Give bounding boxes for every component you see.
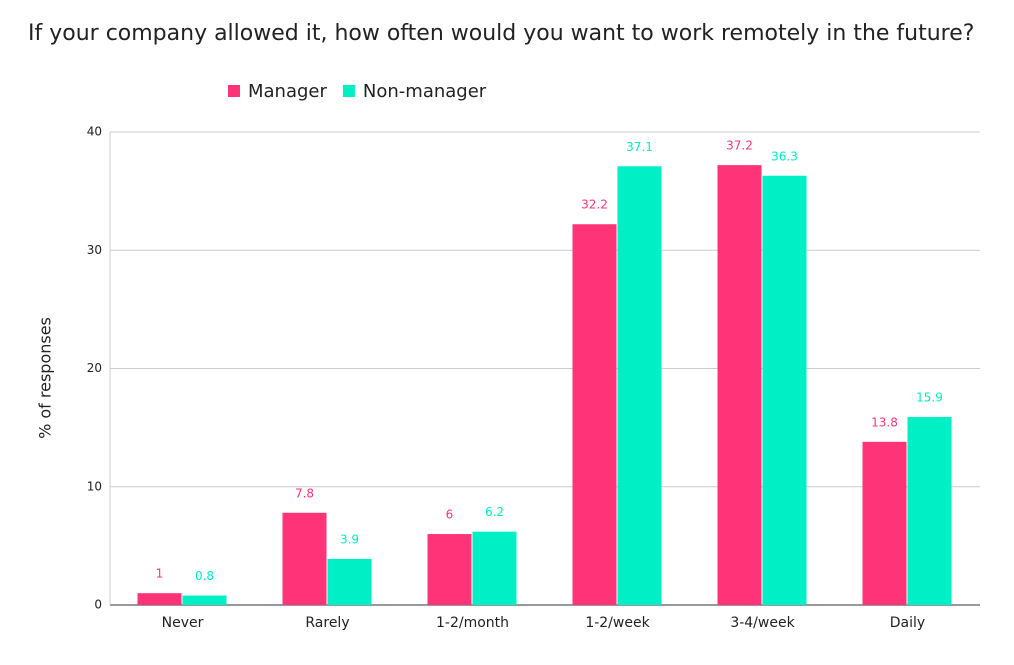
bar	[572, 224, 617, 606]
x-tick-label: Rarely	[305, 615, 349, 631]
data-label: 3.9	[340, 532, 359, 546]
data-label: 37.2	[726, 139, 753, 153]
data-label: 7.8	[295, 486, 314, 500]
data-label: 0.8	[195, 569, 214, 583]
chart-title: If your company allowed it, how often wo…	[28, 21, 974, 46]
x-tick-label: 3-4/week	[730, 615, 795, 631]
bar	[182, 595, 227, 605]
y-tick-label: 30	[87, 243, 102, 257]
x-tick-label: 1-2/month	[436, 615, 509, 631]
bar	[717, 165, 762, 606]
data-label: 37.1	[626, 140, 653, 154]
bar	[762, 175, 807, 605]
legend-label: Manager	[248, 81, 327, 102]
bar	[327, 558, 372, 605]
x-tick-label: Never	[162, 615, 204, 631]
data-label: 1	[156, 567, 164, 581]
data-label: 13.8	[871, 415, 898, 429]
data-label: 36.3	[771, 149, 798, 163]
bar	[282, 512, 327, 605]
x-tick-label: Daily	[890, 615, 925, 631]
legend-swatch	[228, 85, 240, 97]
y-tick-label: 10	[87, 479, 102, 493]
legend-label: Non-manager	[363, 81, 487, 102]
y-axis-label: % of responses	[36, 317, 55, 439]
bar	[907, 416, 952, 605]
y-tick-label: 40	[87, 125, 102, 139]
data-label: 6	[446, 508, 454, 522]
data-label: 32.2	[581, 198, 608, 212]
y-tick-label: 20	[87, 361, 102, 375]
bar	[472, 531, 517, 605]
y-tick-label: 0	[94, 598, 102, 612]
bar	[427, 534, 472, 605]
legend-swatch	[342, 85, 355, 97]
bar	[617, 166, 662, 606]
bar	[137, 593, 182, 605]
data-label: 6.2	[485, 505, 504, 519]
bar	[862, 441, 907, 605]
x-tick-label: 1-2/week	[585, 615, 650, 631]
data-label: 15.9	[916, 390, 943, 404]
